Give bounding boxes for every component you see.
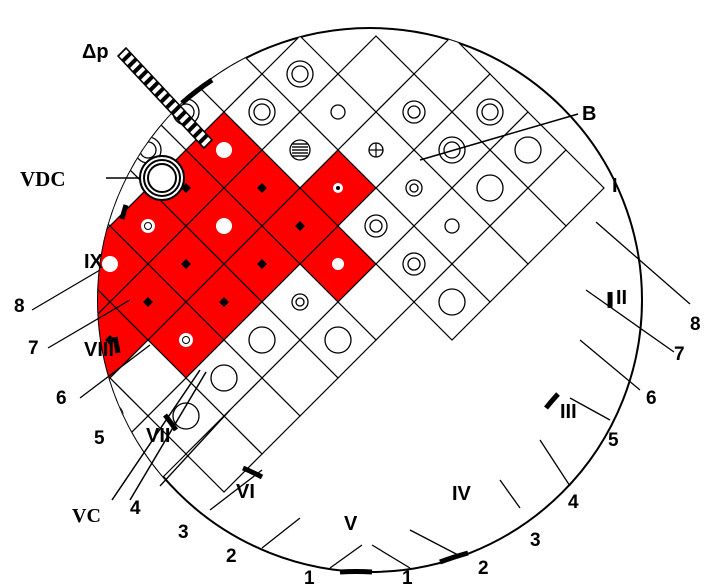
lattice-cell (0, 416, 34, 492)
num-left-5: 5 (94, 428, 105, 449)
radial-lines (31, 221, 691, 569)
num-left-2: 2 (226, 546, 237, 567)
delta-p-probe: Δp (82, 41, 214, 150)
roman-marks: I II III IV V VI VII VIII IX (84, 175, 627, 535)
num-right-2: 2 (478, 558, 489, 579)
num-left-1: 1 (304, 568, 315, 586)
num-left-7: 7 (28, 338, 39, 359)
num-right-6: 6 (646, 388, 657, 409)
mark-vi: VI (236, 481, 255, 503)
num-left-3: 3 (178, 522, 189, 543)
vdc-label: VDC (20, 167, 66, 191)
mark-i: I (612, 175, 618, 197)
num-left-6: 6 (56, 388, 67, 409)
b-label: B (582, 103, 596, 125)
num-right-1: 1 (402, 568, 413, 586)
mark-v: V (344, 513, 358, 535)
mark-iii: III (560, 401, 577, 423)
vc-label: VC (72, 505, 101, 527)
num-right-4: 4 (568, 492, 579, 513)
num-right-5: 5 (608, 430, 619, 451)
mark-vii: VII (146, 425, 170, 447)
num-left-4: 4 (130, 498, 141, 519)
num-right-3: 3 (530, 530, 541, 551)
lattice-cell (0, 226, 72, 302)
radial-numbers: 1 1 2 2 3 3 4 4 5 5 6 6 7 7 8 8 (14, 296, 701, 586)
lattice-cell (0, 454, 72, 530)
num-left-8: 8 (14, 296, 25, 317)
vdc-channel: VDC (20, 155, 185, 201)
mark-iv: IV (452, 483, 472, 505)
num-right-8: 8 (690, 314, 701, 335)
lattice-cell (413, 263, 491, 341)
num-right-7: 7 (674, 344, 685, 365)
mark-ii: II (616, 287, 627, 309)
delta-p-label: Δp (82, 41, 109, 63)
vc-label-group: VC (72, 369, 207, 527)
mark-viii: VIII (84, 339, 114, 361)
lattice-cell (185, 415, 263, 493)
lattice-cells (0, 35, 605, 531)
boundary-marks (112, 77, 613, 575)
mark-ix: IX (84, 251, 104, 273)
